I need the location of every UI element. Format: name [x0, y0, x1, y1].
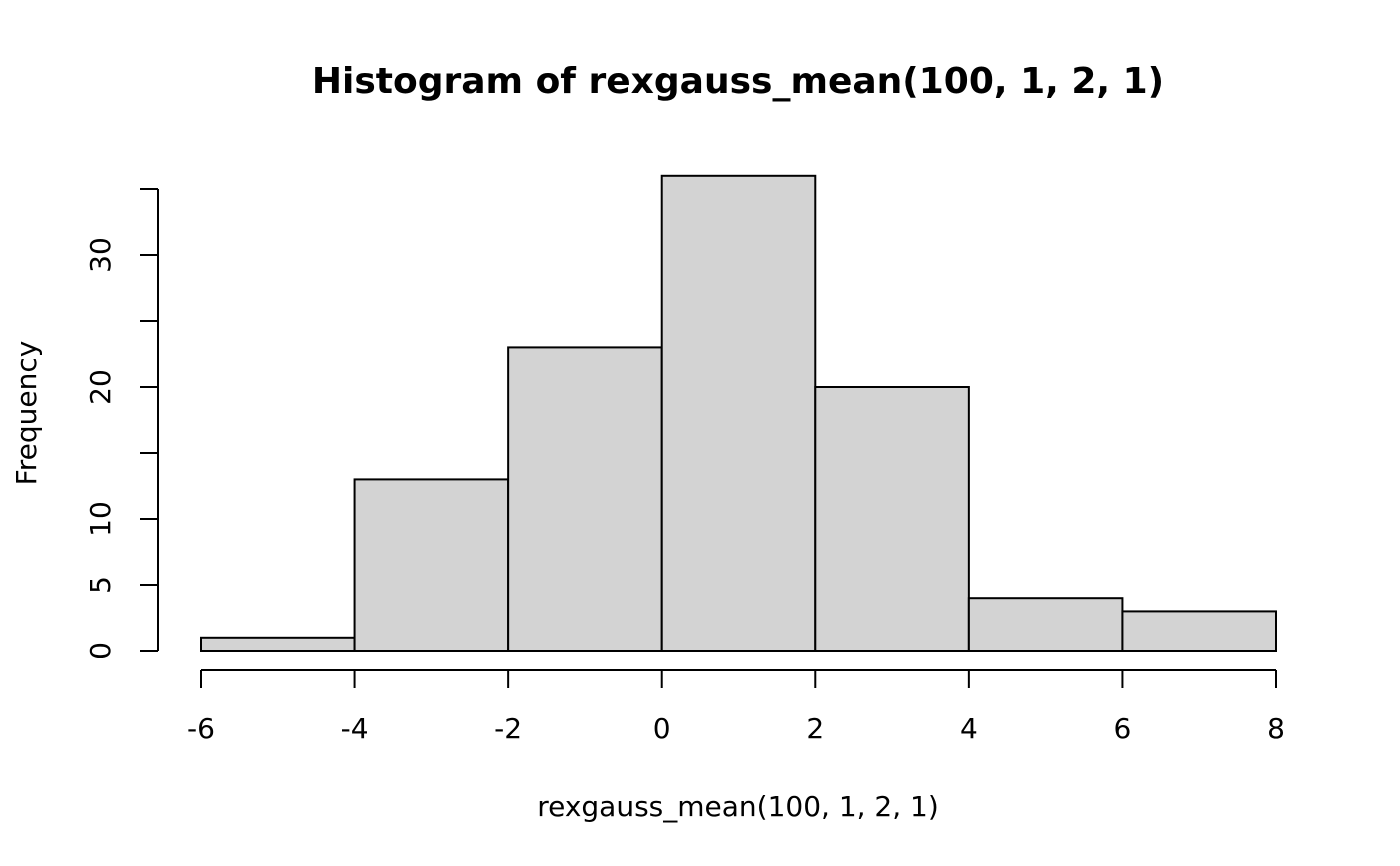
histogram-bar — [660, 174, 817, 653]
y-tick-label: 30 — [84, 237, 117, 273]
histogram-bar — [353, 478, 510, 652]
x-tick-label: 6 — [1114, 712, 1132, 745]
x-tick-label: -6 — [187, 712, 215, 745]
histogram-bar — [814, 386, 970, 652]
bars-group — [200, 174, 1278, 653]
x-tick-label: 0 — [653, 712, 671, 745]
y-tick-label: 0 — [84, 642, 117, 660]
y-tick-label: 20 — [84, 369, 117, 405]
x-axis-label: rexgauss_mean(100, 1, 2, 1) — [537, 790, 939, 823]
x-tick-label: -4 — [341, 712, 369, 745]
y-tick-label: 10 — [84, 501, 117, 537]
y-tick-label: 5 — [84, 576, 117, 594]
x-tick-label: 8 — [1267, 712, 1285, 745]
histogram-bar — [967, 597, 1124, 653]
x-tick-label: 2 — [806, 712, 824, 745]
y-axis: 0 5 10 20 30 — [84, 188, 159, 660]
x-axis: -6 -4 -2 0 2 4 6 8 — [187, 669, 1285, 745]
x-tick-label: 4 — [960, 712, 978, 745]
x-tick-label: -2 — [494, 712, 522, 745]
histogram-bar — [507, 346, 663, 652]
histogram-bar — [1121, 610, 1278, 653]
y-axis-label: Frequency — [10, 341, 43, 486]
histogram-bar — [200, 636, 356, 652]
chart-title: Histogram of rexgauss_mean(100, 1, 2, 1) — [312, 61, 1164, 102]
